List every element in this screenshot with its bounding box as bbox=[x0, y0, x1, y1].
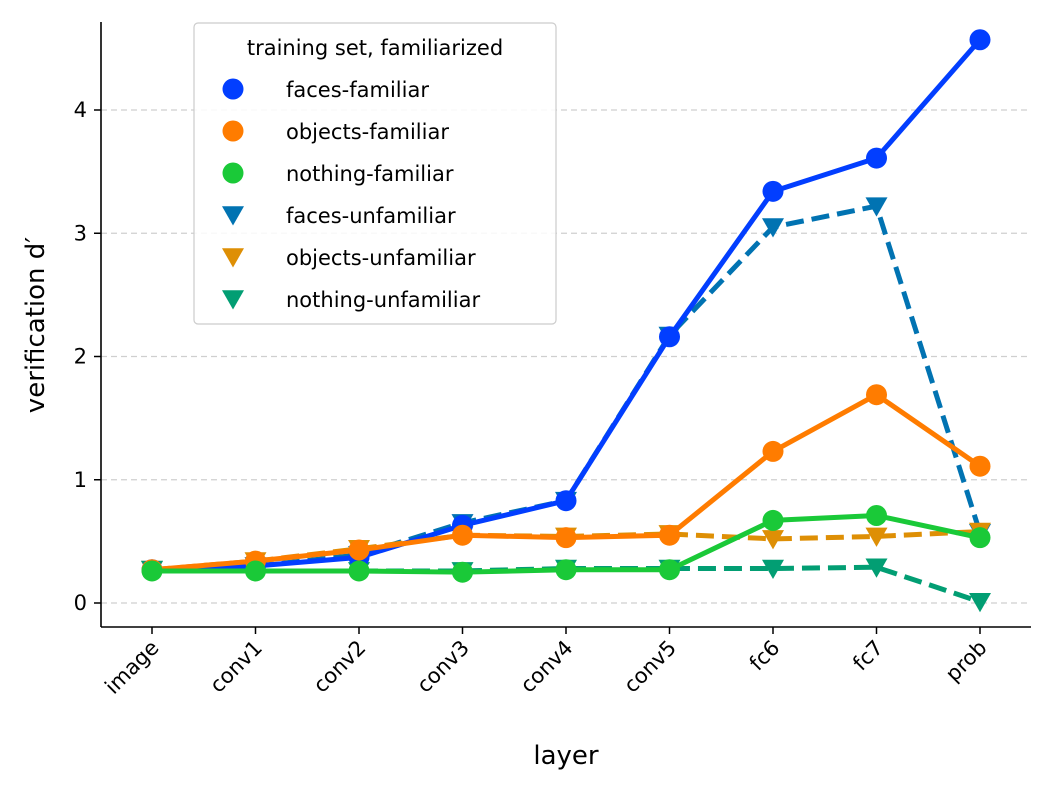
point-objects-unfamiliar-fc6 bbox=[762, 530, 784, 550]
legend-frame bbox=[193, 22, 557, 325]
legend: training set, familiarized faces-familia… bbox=[193, 22, 557, 325]
legend-label-nothing-familiar: nothing-familiar bbox=[286, 162, 454, 186]
x-tick-label-fc6: fc6 bbox=[745, 636, 785, 676]
point-objects-unfamiliar-fc7 bbox=[865, 527, 888, 547]
y-tick-label-0: 0 bbox=[74, 591, 87, 615]
legend-entry-nothing-unfamiliar: nothing-unfamiliar bbox=[222, 288, 480, 312]
point-objects-familiar-conv4 bbox=[555, 527, 577, 549]
y-ticks: 0 1 2 3 4 bbox=[74, 98, 101, 615]
legend-label-faces-unfamiliar: faces-unfamiliar bbox=[286, 204, 456, 228]
point-nothing-familiar-image bbox=[141, 560, 163, 582]
point-nothing-familiar-conv4 bbox=[555, 559, 577, 581]
point-objects-familiar-conv2 bbox=[348, 539, 370, 561]
legend-label-objects-unfamiliar: objects-unfamiliar bbox=[286, 246, 476, 270]
y-tick-label-2: 2 bbox=[74, 345, 87, 369]
x-ticks: image conv1 conv2 conv3 conv4 conv5 fc6 fc7 prob bbox=[100, 627, 992, 699]
legend-entry-objects-unfamiliar: objects-unfamiliar bbox=[222, 246, 476, 270]
point-faces-unfamiliar-fc6 bbox=[762, 218, 784, 238]
x-axis-label: layer bbox=[533, 741, 599, 771]
point-nothing-unfamiliar-prob bbox=[969, 592, 991, 613]
y-tick-label-3: 3 bbox=[74, 221, 87, 245]
legend-marker-objects-unfamiliar bbox=[222, 248, 244, 268]
legend-title: training set, familiarized bbox=[247, 36, 503, 60]
legend-label-objects-familiar: objects-familiar bbox=[286, 120, 449, 144]
y-axis-label: verification d′ bbox=[21, 237, 51, 413]
point-faces-familiar-conv4 bbox=[555, 490, 577, 512]
point-nothing-familiar-fc6 bbox=[762, 509, 784, 531]
y-tick-label-1: 1 bbox=[74, 468, 87, 492]
x-tick-label-fc7: fc7 bbox=[848, 636, 888, 676]
point-nothing-familiar-prob bbox=[969, 527, 991, 549]
point-faces-unfamiliar-fc7 bbox=[865, 197, 888, 217]
point-nothing-unfamiliar-fc6 bbox=[762, 559, 784, 579]
point-faces-familiar-fc7 bbox=[866, 147, 887, 169]
x-tick-label-prob: prob bbox=[941, 636, 992, 687]
legend-label-nothing-unfamiliar: nothing-unfamiliar bbox=[286, 288, 480, 312]
series-nothing-familiar bbox=[141, 504, 991, 583]
point-faces-familiar-fc6 bbox=[762, 180, 784, 202]
point-nothing-familiar-conv3 bbox=[452, 561, 473, 583]
legend-marker-faces-familiar bbox=[222, 78, 244, 100]
legend-entry-faces-familiar: faces-familiar bbox=[222, 78, 429, 102]
point-objects-familiar-fc7 bbox=[866, 384, 887, 406]
point-nothing-familiar-conv5 bbox=[659, 559, 680, 581]
point-nothing-familiar-conv1 bbox=[245, 560, 266, 582]
legend-marker-objects-familiar bbox=[222, 120, 244, 142]
legend-marker-nothing-unfamiliar bbox=[222, 290, 244, 310]
point-objects-familiar-fc6 bbox=[762, 440, 784, 462]
legend-entry-faces-unfamiliar: faces-unfamiliar bbox=[222, 204, 456, 228]
point-nothing-familiar-fc7 bbox=[866, 504, 887, 526]
point-objects-familiar-conv5 bbox=[659, 524, 680, 546]
point-faces-familiar-conv5 bbox=[659, 326, 680, 348]
legend-marker-faces-unfamiliar bbox=[222, 206, 244, 226]
point-objects-familiar-prob bbox=[969, 455, 991, 477]
legend-marker-nothing-familiar bbox=[222, 162, 244, 184]
x-tick-label-conv2: conv2 bbox=[309, 636, 371, 698]
plot-area bbox=[141, 29, 991, 613]
point-nothing-unfamiliar-fc7 bbox=[865, 558, 888, 578]
x-tick-label-conv4: conv4 bbox=[516, 636, 578, 698]
y-tick-label-4: 4 bbox=[74, 98, 87, 122]
legend-label-faces-familiar: faces-familiar bbox=[286, 78, 429, 102]
point-nothing-familiar-conv2 bbox=[348, 560, 370, 582]
point-faces-familiar-prob bbox=[969, 29, 991, 51]
x-tick-label-conv3: conv3 bbox=[412, 636, 474, 698]
legend-entry-nothing-familiar: nothing-familiar bbox=[222, 162, 454, 186]
legend-entry-objects-familiar: objects-familiar bbox=[222, 120, 449, 144]
series-objects-familiar bbox=[141, 384, 991, 581]
point-objects-familiar-conv3 bbox=[452, 524, 473, 546]
x-tick-label-conv1: conv1 bbox=[205, 636, 267, 698]
x-tick-label-image: image bbox=[100, 636, 163, 699]
x-tick-label-conv5: conv5 bbox=[619, 636, 681, 698]
